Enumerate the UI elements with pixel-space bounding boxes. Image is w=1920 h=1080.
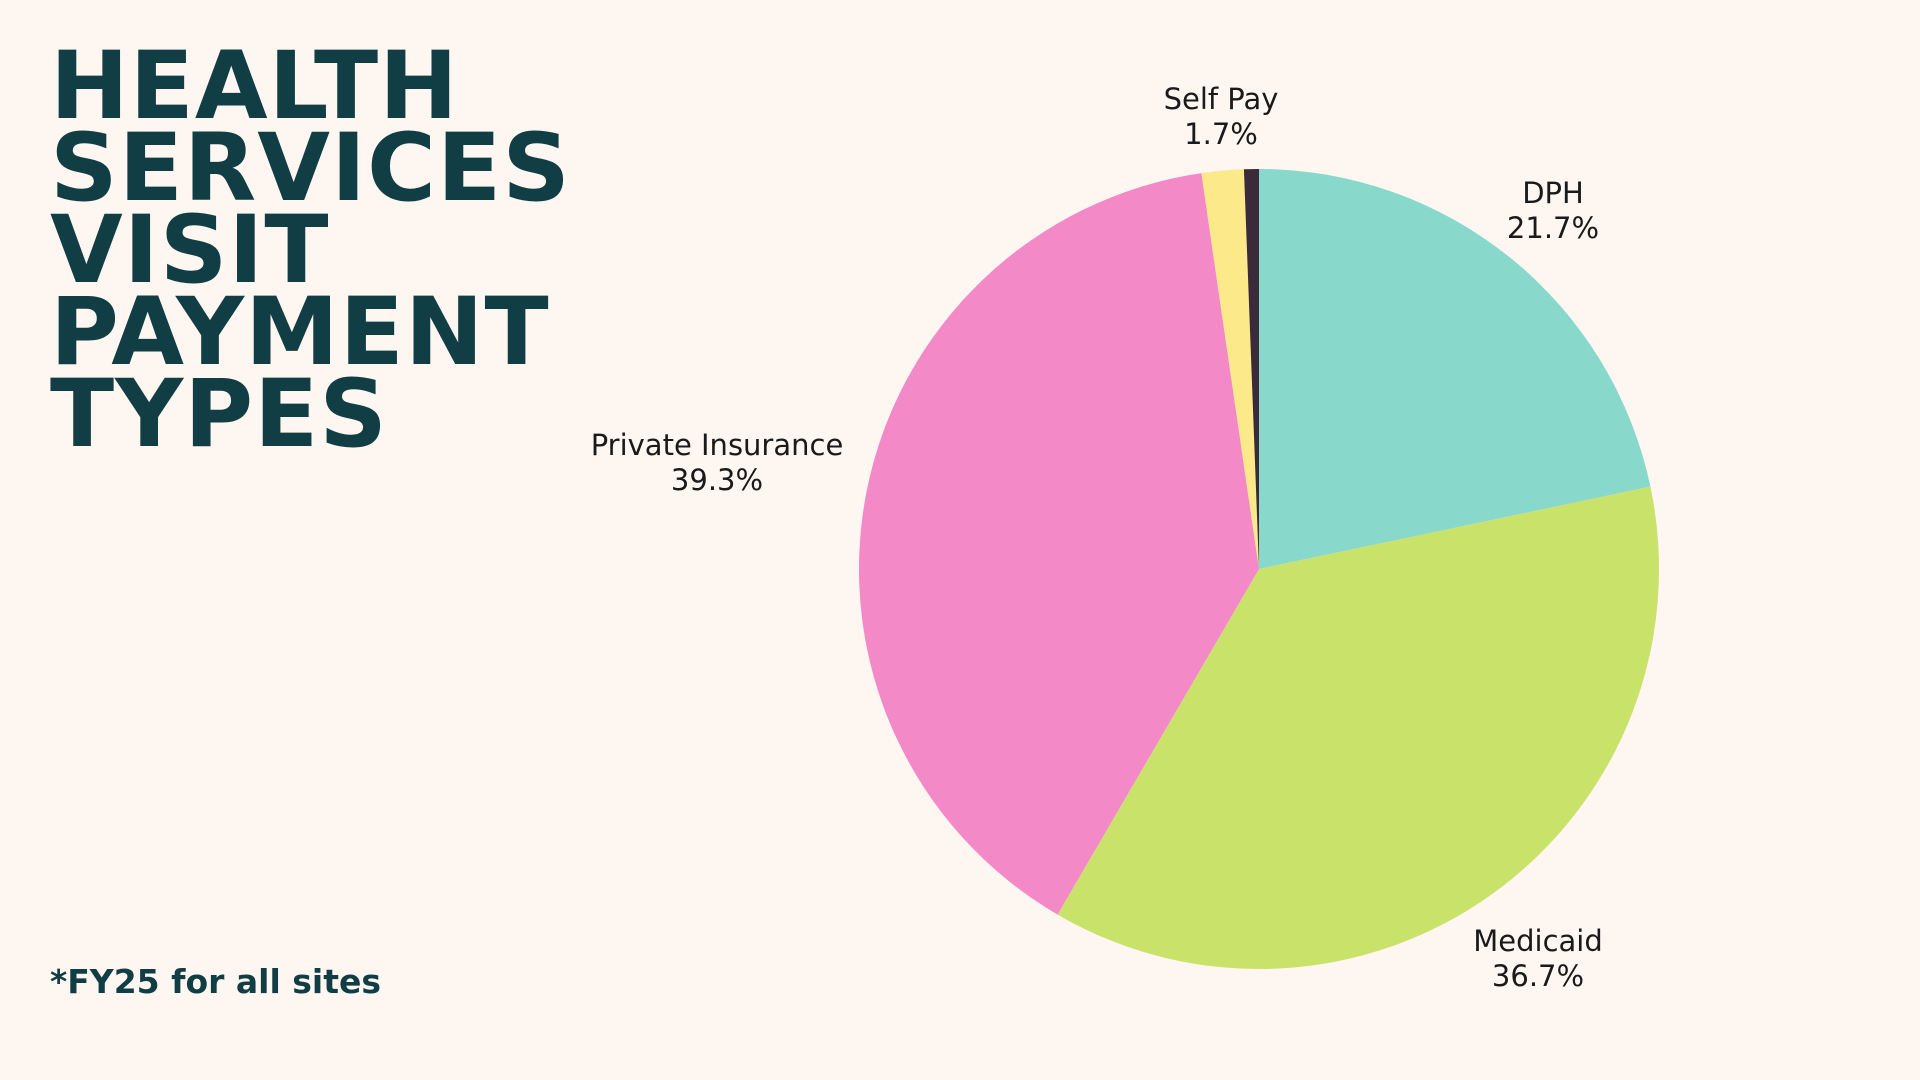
slice-label: DPH [1522, 176, 1584, 210]
slice-value-label: 39.3% [671, 463, 763, 497]
slice-value-label: 1.7% [1184, 117, 1258, 151]
slice-label: Medicaid [1473, 924, 1603, 958]
pie-slice [1259, 169, 1651, 569]
title-line: SERVICES [50, 114, 571, 223]
title-line: HEALTH [50, 32, 459, 141]
slice-label: Self Pay [1164, 82, 1279, 116]
title-line: TYPES [50, 360, 388, 469]
slice-value-label: 21.7% [1507, 211, 1599, 245]
pie-slice [858, 173, 1259, 915]
title-line: PAYMENT [50, 278, 550, 387]
pie-slice [1201, 169, 1259, 569]
pie-slice [1243, 169, 1259, 569]
page-title: HEALTH SERVICES VISIT PAYMENT TYPES [50, 32, 571, 469]
footnote: *FY25 for all sites [50, 962, 382, 1001]
slice-label: Private Insurance [591, 428, 844, 462]
slice-value-label: 36.7% [1492, 959, 1584, 993]
title-line: VISIT [50, 196, 330, 305]
pie-slice [1057, 486, 1659, 970]
